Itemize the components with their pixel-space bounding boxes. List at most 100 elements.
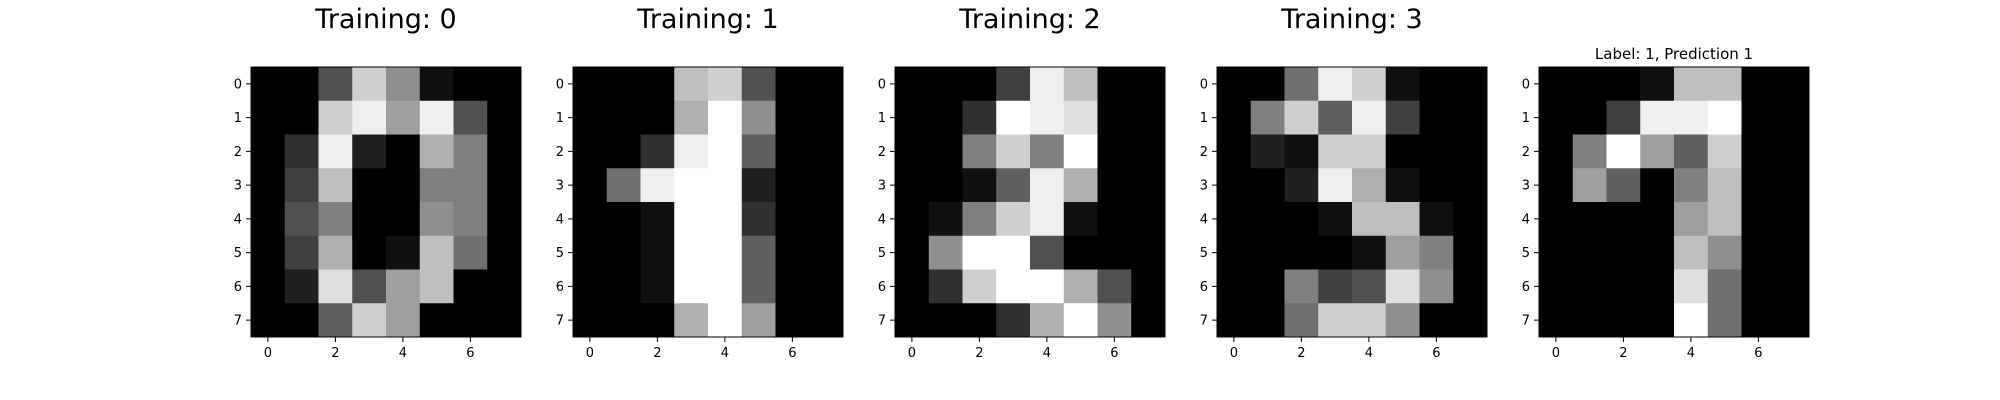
pixel-cell	[1131, 100, 1166, 135]
pixel-cell	[419, 303, 454, 338]
pixel-cell	[996, 168, 1031, 203]
pixel-cell	[1775, 100, 1810, 135]
pixel-cell	[809, 303, 844, 338]
digit-panel: Label: 1, Prediction 1 0 1 2 3 4 5 6 7 0 2 4 6	[1522, 45, 1810, 361]
pixel-cell	[1131, 303, 1166, 338]
pixel-cell	[996, 67, 1031, 102]
pixel-cell	[573, 100, 608, 135]
pixel-cell	[1674, 235, 1709, 270]
pixel-cell	[1284, 269, 1319, 304]
panel-title: Training: 1	[636, 4, 778, 35]
pixel-cell	[1217, 269, 1252, 304]
pixel-cell	[708, 134, 743, 169]
pixel-cell	[1741, 168, 1776, 203]
pixel-cell	[1030, 168, 1065, 203]
pixel-cell	[1606, 67, 1641, 102]
pixel-cell	[674, 303, 709, 338]
pixel-cell	[1131, 168, 1166, 203]
pixel-cell	[996, 100, 1031, 135]
pixel-cell	[775, 269, 810, 304]
x-tick-label: 2	[331, 346, 339, 361]
pixel-cell	[1030, 303, 1065, 338]
pixel-cell	[809, 269, 844, 304]
x-tick-label: 0	[264, 346, 272, 361]
pixel-cell	[1318, 168, 1353, 203]
pixel-cell	[1453, 303, 1488, 338]
pixel-cell	[809, 134, 844, 169]
pixel-cell	[674, 100, 709, 135]
pixel-cell	[1539, 134, 1574, 169]
pixel-cell	[1030, 67, 1065, 102]
pixel-cell	[1352, 100, 1387, 135]
pixel-cell	[1097, 303, 1132, 338]
pixel-cell	[1352, 168, 1387, 203]
pixel-cell	[606, 235, 641, 270]
pixel-cell	[640, 269, 675, 304]
pixel-cell	[1419, 168, 1454, 203]
pixel-cell	[318, 168, 353, 203]
pixel-cell	[1606, 202, 1641, 237]
y-tick-label: 1	[234, 111, 242, 126]
pixel-cell	[284, 168, 319, 203]
pixel-cell	[284, 134, 319, 169]
pixel-cell	[318, 269, 353, 304]
pixel-cell	[1063, 134, 1098, 169]
pixel-cell	[284, 303, 319, 338]
pixel-cell	[1775, 303, 1810, 338]
digit-panel: Training: 2 0 1 2 3 4 5 6 7 0 2 4 6	[878, 4, 1166, 361]
pixel-cell	[1707, 67, 1742, 102]
y-tick-label: 2	[1522, 145, 1530, 160]
pixel-cell	[1131, 202, 1166, 237]
pixel-cell	[251, 235, 286, 270]
pixel-cell	[1097, 269, 1132, 304]
pixel-cell	[996, 134, 1031, 169]
panel-title: Label: 1, Prediction 1	[1595, 45, 1753, 63]
pixel-cell	[775, 202, 810, 237]
pixel-cell	[775, 67, 810, 102]
pixel-cell	[962, 303, 997, 338]
y-tick-label: 7	[234, 314, 242, 329]
x-tick-label: 4	[721, 346, 729, 361]
pixel-cell	[674, 235, 709, 270]
pixel-cell	[775, 168, 810, 203]
pixel-cell	[1572, 269, 1607, 304]
pixel-cell	[1419, 134, 1454, 169]
pixel-cell	[775, 303, 810, 338]
pixel-cell	[741, 168, 776, 203]
pixel-cell	[895, 202, 930, 237]
x-tick-label: 4	[399, 346, 407, 361]
pixel-cell	[640, 168, 675, 203]
pixel-cell	[1097, 67, 1132, 102]
pixel-cell	[386, 269, 421, 304]
pixel-cell	[1097, 235, 1132, 270]
pixel-cell	[1741, 269, 1776, 304]
pixel-cell	[1097, 202, 1132, 237]
pixel-cell	[386, 67, 421, 102]
pixel-cell	[1385, 100, 1420, 135]
pixel-cell	[1453, 100, 1488, 135]
pixel-cell	[1352, 202, 1387, 237]
pixel-cell	[1284, 67, 1319, 102]
pixel-cell	[386, 100, 421, 135]
pixel-cell	[1539, 235, 1574, 270]
pixel-cell	[1250, 168, 1285, 203]
pixel-cell	[1419, 67, 1454, 102]
pixel-cell	[419, 100, 454, 135]
pixel-cell	[487, 269, 522, 304]
pixel-cell	[1572, 67, 1607, 102]
pixel-cell	[487, 168, 522, 203]
pixel-cell	[1352, 67, 1387, 102]
pixel-cell	[386, 235, 421, 270]
pixel-cell	[1775, 134, 1810, 169]
pixel-cell	[419, 67, 454, 102]
pixel-cell	[1741, 67, 1776, 102]
digit-panel: Training: 3 0 1 2 3 4 5 6 7 0 2 4 6	[1200, 4, 1488, 361]
pixel-cell	[895, 269, 930, 304]
pixel-cell	[1352, 303, 1387, 338]
pixel-cell	[809, 168, 844, 203]
x-tick-label: 4	[1687, 346, 1695, 361]
y-tick-label: 3	[1200, 179, 1208, 194]
pixel-cell	[352, 100, 387, 135]
pixel-cell	[1385, 134, 1420, 169]
digit-panel: Training: 1 0 1 2 3 4 5 6 7 0 2 4 6	[556, 4, 844, 361]
